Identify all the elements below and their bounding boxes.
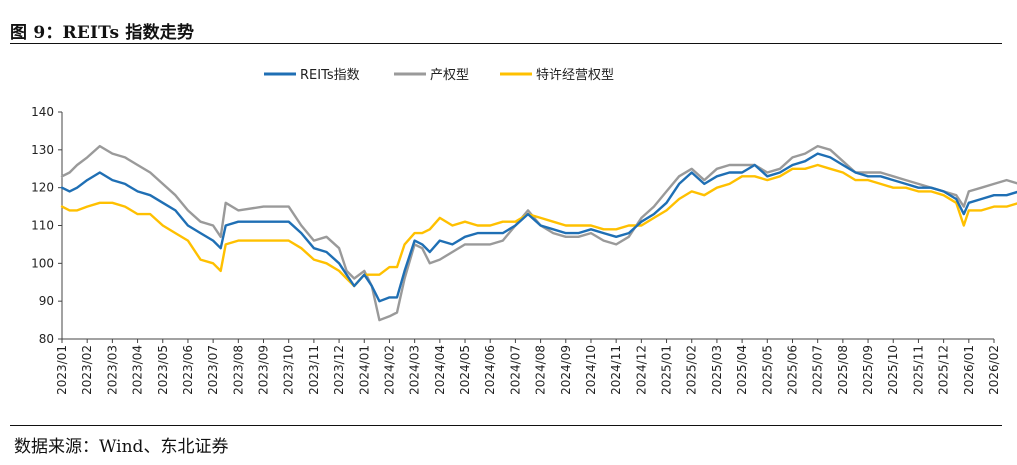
y-axis: 80 90 100 110 120 130 140 bbox=[31, 105, 63, 346]
series-line-0 bbox=[60, 152, 1017, 303]
reits-line-chart: REITs指数 产权型 特许经营权型 80 90 100 110 120 130 140 202… bbox=[31, 67, 1017, 395]
x-tick-label: 2025/01 bbox=[660, 345, 674, 395]
series-lines bbox=[60, 144, 1017, 322]
x-axis: 2023/01 2023/02 2023/03 2023/04 2023/05 2023/… bbox=[55, 338, 1001, 395]
x-tick-label: 2025/09 bbox=[861, 345, 875, 395]
x-tick-label: 2025/02 bbox=[685, 345, 699, 395]
source-rule bbox=[10, 425, 1002, 426]
series-line-2 bbox=[60, 163, 1017, 288]
x-tick-label: 2023/01 bbox=[55, 345, 69, 395]
x-tick-label: 2025/10 bbox=[886, 345, 900, 395]
y-tick-label: 120 bbox=[31, 181, 54, 195]
x-tick-label: 2023/06 bbox=[181, 345, 195, 395]
y-tick-label: 90 bbox=[39, 294, 54, 308]
source-note: 数据来源：Wind、东北证券 bbox=[14, 437, 229, 457]
x-tick-label: 2025/07 bbox=[811, 345, 825, 395]
x-tick-label: 2025/04 bbox=[735, 345, 749, 395]
x-tick-label: 2024/05 bbox=[458, 345, 472, 395]
x-tick-label: 2023/07 bbox=[206, 345, 220, 395]
legend-label-1: 产权型 bbox=[430, 67, 469, 83]
title-rule bbox=[10, 43, 1002, 44]
x-tick-label: 2024/11 bbox=[609, 345, 623, 395]
x-tick-label: 2024/04 bbox=[433, 345, 447, 395]
x-tick-label: 2024/07 bbox=[508, 345, 522, 395]
x-tick-label: 2025/03 bbox=[710, 345, 724, 395]
x-tick-label: 2023/02 bbox=[80, 345, 94, 395]
figure-title: 图 9：REITs 指数走势 bbox=[10, 23, 195, 43]
x-tick-label: 2023/08 bbox=[231, 345, 245, 395]
x-tick-label: 2023/12 bbox=[332, 345, 346, 395]
x-tick-label: 2023/03 bbox=[105, 345, 119, 395]
x-tick-label: 2024/12 bbox=[634, 345, 648, 395]
chart-legend: REITs指数 产权型 特许经营权型 bbox=[264, 67, 614, 83]
x-tick-label: 2023/05 bbox=[156, 345, 170, 395]
x-tick-label: 2025/12 bbox=[937, 345, 951, 395]
x-tick-label: 2023/10 bbox=[282, 345, 296, 395]
legend-label-0: REITs指数 bbox=[300, 68, 360, 83]
x-tick-label: 2025/11 bbox=[911, 345, 925, 395]
x-tick-label: 2023/09 bbox=[257, 345, 271, 395]
series-line-1 bbox=[60, 144, 1017, 322]
x-tick-label: 2023/04 bbox=[131, 345, 145, 395]
x-tick-label: 2024/10 bbox=[584, 345, 598, 395]
x-tick-label: 2024/02 bbox=[382, 345, 396, 395]
x-tick-label: 2024/06 bbox=[483, 345, 497, 395]
x-tick-label: 2026/02 bbox=[987, 345, 1001, 395]
y-tick-label: 140 bbox=[31, 105, 54, 119]
x-tick-label: 2023/11 bbox=[307, 345, 321, 395]
legend-label-2: 特许经营权型 bbox=[536, 67, 614, 83]
y-tick-label: 130 bbox=[31, 143, 54, 157]
x-tick-label: 2024/08 bbox=[534, 345, 548, 395]
y-tick-label: 100 bbox=[31, 256, 54, 270]
x-tick-label: 2024/01 bbox=[357, 345, 371, 395]
y-tick-label: 110 bbox=[31, 219, 54, 233]
x-tick-label: 2024/09 bbox=[559, 345, 573, 395]
y-tick-label: 80 bbox=[39, 332, 54, 346]
x-tick-label: 2025/08 bbox=[836, 345, 850, 395]
x-tick-label: 2024/03 bbox=[408, 345, 422, 395]
x-tick-label: 2026/01 bbox=[962, 345, 976, 395]
x-tick-label: 2025/06 bbox=[785, 345, 799, 395]
x-tick-label: 2025/05 bbox=[760, 345, 774, 395]
